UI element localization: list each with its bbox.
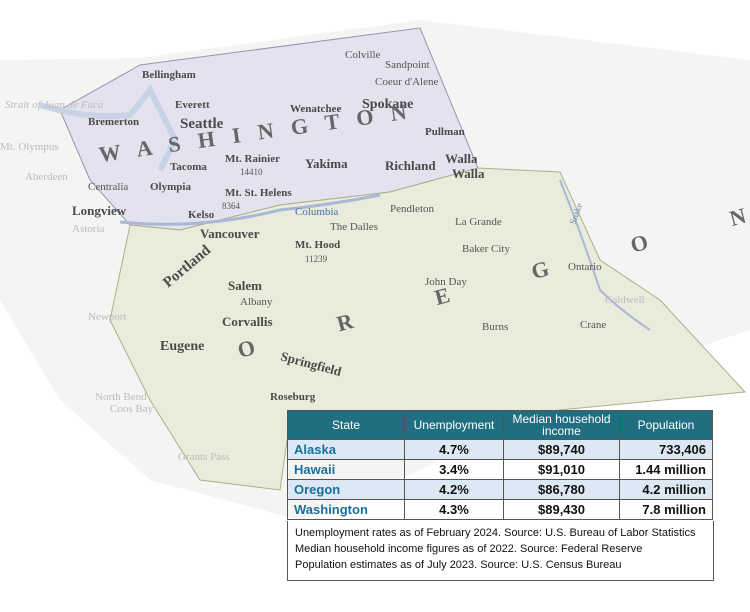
map-label: 11239 [305, 254, 328, 264]
map-label: Kelso [188, 209, 215, 221]
note: Median household income figures as of 20… [295, 543, 643, 555]
cell: 1.44 million [619, 459, 713, 480]
map-label: Mt. Olympus [0, 141, 59, 153]
map-label: Newport [88, 311, 127, 323]
map-label: John Day [425, 276, 467, 288]
map-label: Eugene [160, 339, 204, 354]
cell: $91,010 [503, 459, 620, 480]
puget-sound [39, 84, 179, 172]
map-label: Bremerton [88, 116, 139, 128]
map-label: Everett [175, 99, 210, 111]
column-header: Population [619, 410, 713, 440]
column-header: Unemployment [404, 410, 504, 440]
column-header: Median household income [503, 410, 620, 440]
map-label: Richland [385, 158, 436, 173]
map-label: Salem [228, 278, 262, 293]
cell: $89,740 [503, 439, 620, 460]
map-label: The Dalles [330, 221, 378, 233]
cell: $89,430 [503, 499, 620, 520]
snake-river [559, 179, 651, 331]
map-label: Coeur d'Alene [375, 76, 438, 88]
map-label: Mt. St. Helens [225, 187, 292, 199]
map-label: Walla [452, 166, 485, 181]
map-label: Baker City [462, 243, 510, 255]
map-label: Spokane [362, 97, 413, 112]
map-label: 8364 [222, 201, 241, 211]
map-label: Columbia [295, 206, 339, 218]
map-label: Albany [240, 296, 273, 308]
map-label: Bellingham [142, 69, 196, 81]
map-label: Corvallis [222, 314, 273, 329]
map-label: Coos Bay [110, 403, 154, 415]
map-label: Roseburg [270, 391, 316, 403]
row: Washington 4.3% $89,430 7.8 million [287, 499, 713, 520]
map-label: Aberdeen [25, 171, 68, 183]
map-label: Vancouver [200, 226, 260, 241]
cell: 4.3% [404, 499, 504, 520]
map-label: Astoria [72, 223, 105, 235]
cell: Washington [287, 499, 405, 520]
map-label: 14410 [240, 167, 263, 177]
row: Hawaii 3.4% $91,010 1.44 million [287, 459, 713, 480]
map-label: Mt. Rainier [225, 153, 280, 165]
map-label: Longview [72, 203, 127, 218]
row: Alaska 4.7% $89,740 733,406 [287, 439, 713, 460]
map-label: Caldwell [605, 294, 645, 306]
row: Oregon 4.2% $86,780 4.2 million [287, 479, 713, 500]
map-label: Crane [580, 319, 606, 331]
map-label: Sandpoint [385, 59, 430, 71]
header-row: State Unemployment Median household inco… [287, 410, 713, 440]
map-label: Pullman [425, 126, 465, 138]
stats-table: State Unemployment Median household inco… [287, 410, 713, 520]
map-label: North Bend [95, 391, 147, 403]
map-label: Burns [482, 321, 508, 333]
map-label: La Grande [455, 216, 502, 228]
cell: 4.7% [404, 439, 504, 460]
map-label: Strait of Juan de Fuca [5, 99, 104, 111]
map-label: Walla [445, 151, 478, 166]
columbia-river [119, 193, 381, 226]
note: Unemployment rates as of February 2024. … [295, 527, 696, 539]
map-label: Centralia [88, 181, 128, 193]
cell: 7.8 million [619, 499, 713, 520]
notes: Unemployment rates as of February 2024. … [287, 521, 714, 581]
map-label: Colville [345, 49, 381, 61]
map-label: Olympia [150, 181, 191, 193]
cell: Hawaii [287, 459, 405, 480]
cell: Alaska [287, 439, 405, 460]
map-label: Yakima [305, 156, 348, 171]
column-header: State [287, 410, 405, 440]
cell: Oregon [287, 479, 405, 500]
map-label: Seattle [180, 116, 224, 132]
map-label: Pendleton [390, 203, 434, 215]
cell: 4.2 million [619, 479, 713, 500]
cell: $86,780 [503, 479, 620, 500]
map-label: Wenatchee [290, 103, 341, 115]
map-label: Mt. Hood [295, 239, 340, 251]
cell: 733,406 [619, 439, 713, 460]
map-label: Grants Pass [178, 451, 230, 463]
map-label: Tacoma [170, 161, 207, 173]
cell: 4.2% [404, 479, 504, 500]
cell: 3.4% [404, 459, 504, 480]
map-label: Ontario [568, 261, 602, 273]
note: Population estimates as of July 2023. So… [295, 559, 622, 571]
